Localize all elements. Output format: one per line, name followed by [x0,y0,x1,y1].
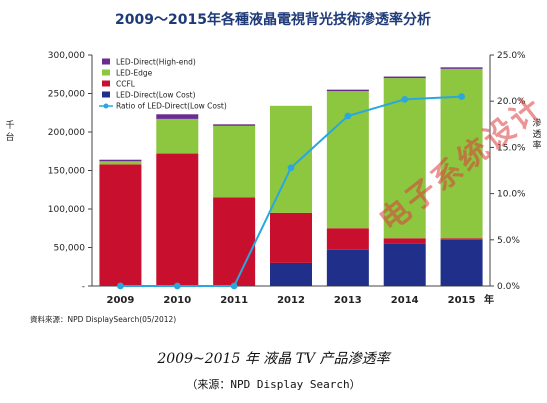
legend-line-marker [103,103,109,109]
y-left-tick-label: 50,000 [54,244,86,254]
x-tick-label: 2012 [277,295,305,306]
bar-segment [326,228,369,250]
y-right-tick-label: 0.0% [497,282,520,292]
ratio-point [458,93,465,100]
y-left-unit-char: 台 [5,131,14,143]
y-left-tick-label: 250,000 [48,90,85,100]
y-left-tick-label: 300,000 [48,51,85,61]
y-left-unit-char: 千 [5,120,14,131]
y-right-tick-label: 15.0% [497,143,526,153]
ratio-point [401,95,409,103]
ratio-point [287,164,295,172]
x-tick-label: 2013 [334,295,362,306]
bar-segment [383,243,426,286]
legend-swatch [102,69,110,76]
bar-segment [99,159,142,162]
y-right-tick-label: 5.0% [497,236,520,246]
y-right-tick-label: 10.0% [497,190,526,200]
legend-label: LED-Direct(High-end) [116,58,196,67]
bar-segment [156,153,199,286]
y-left-tick-label: 150,000 [48,167,85,177]
y-right-tick-label: 25.0% [497,51,526,61]
y-left-tick-label: - [82,282,85,292]
bar-segment [326,249,369,286]
bar-segment [270,212,312,263]
bar-segment [440,67,483,69]
legend-label: CCFL [116,80,136,89]
ratio-point [117,282,124,290]
figure-caption: 2009~2015 年 液晶 TV 产品渗透率 [157,351,390,367]
bar-segment [213,197,256,286]
x-tick-label: 2011 [220,295,248,306]
y-right-label-char: 率 [532,139,541,151]
bar-segment [213,125,256,198]
bar-segment [99,164,142,286]
bar-segment [383,238,426,244]
bar-segment [383,78,426,239]
bar-segment [383,76,426,79]
legend-label: LED-Direct(Low Cost) [116,91,196,100]
ratio-point [230,282,238,290]
x-tick-label: 2010 [163,295,191,306]
x-tick-label: 2015 [448,295,476,306]
ratio-point [344,112,352,120]
bar-segment [440,238,483,240]
y-left-tick-label: 100,000 [48,205,85,215]
bar-segment [156,114,199,119]
chart-title: 2009～2015年各種液晶電視背光技術滲透率分析 [115,11,431,28]
bar-segment [156,118,199,154]
x-axis-suffix: 年 [484,293,494,306]
bar-segment [213,124,256,126]
legend-swatch [102,58,110,65]
y-left-tick-label: 200,000 [48,128,85,138]
legend-label: LED-Edge [116,69,153,78]
bar-segment [99,161,142,165]
y-right-tick-label: 20.0% [497,97,526,107]
chart-source: 資料來源：NPD DisplaySearch(05/2012) [30,314,176,324]
bar-segment [270,262,312,286]
bar-segment [440,239,483,286]
legend-swatch [102,80,110,87]
legend-swatch [102,91,110,98]
source-note: （来源：NPD Display Search） [186,378,361,391]
ratio-point [173,282,181,290]
bar-segment [326,89,369,92]
legend-label: Ratio of LED-Direct(Low Cost) [116,102,227,111]
y-right-label-char: 滲 [532,118,541,129]
y-right-label-char: 透 [532,129,541,140]
x-tick-label: 2009 [107,295,135,306]
x-tick-label: 2014 [391,295,419,306]
